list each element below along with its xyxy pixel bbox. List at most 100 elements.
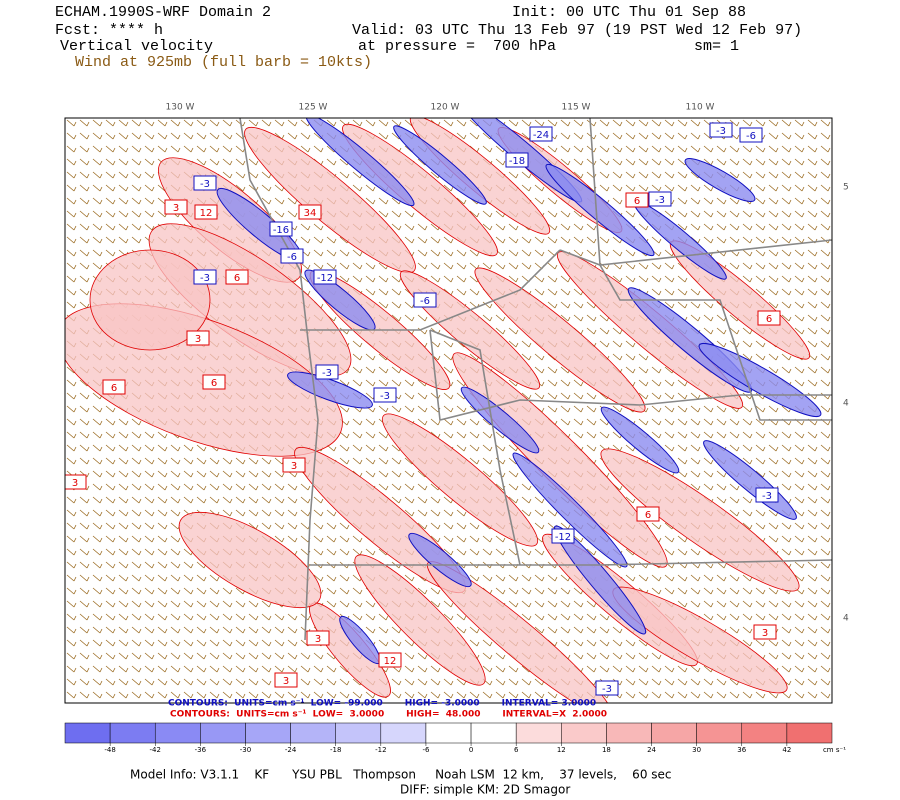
latitude-label: 5	[843, 183, 849, 193]
label-box	[65, 474, 87, 490]
contour-label: -3	[648, 191, 672, 207]
contour-label: -3	[193, 269, 217, 285]
state-border	[300, 249, 561, 331]
label-value: -12	[317, 273, 333, 284]
contour-label: -18	[505, 152, 529, 168]
label-value: 3	[315, 634, 321, 645]
colorbar-tick-label: -36	[195, 746, 207, 754]
contour-label: 34	[298, 204, 322, 220]
label-value: 6	[211, 378, 217, 389]
map: -3 12 3 34 -16 -6 -3 6 -12 3 6 6 -3 -3 3 3 -24 -18 6 -3 -3 -6…	[65, 118, 832, 703]
label-value: 3	[762, 628, 768, 639]
colorbar-segment	[561, 722, 607, 744]
positive-area	[354, 554, 486, 686]
colorbar-segment	[200, 722, 246, 744]
colorbar-segment	[64, 722, 111, 744]
label-value: -12	[555, 532, 571, 543]
contour-fields	[65, 118, 822, 703]
longitude-label: 130 W	[166, 103, 195, 113]
coastline	[239, 118, 319, 641]
field-name: Vertical velocity	[60, 38, 213, 55]
contour-label: 12	[378, 652, 402, 668]
colorbar-segment	[696, 722, 743, 744]
positive-area	[600, 448, 800, 592]
positive-area	[474, 267, 646, 413]
longitude-label: 115 W	[562, 103, 591, 113]
pressure-level: at pressure = 700 hPa	[358, 38, 556, 55]
label-value: -24	[533, 130, 549, 141]
contour-labels: -3 12 3 34 -16 -6 -3 6 -12 3 6 6 -3 -3 3 3 -24 -18 6 -3 -3 -6…	[65, 122, 781, 696]
colorbar-tick-label: -24	[285, 746, 297, 754]
colorbar-tick-label: 12	[557, 746, 566, 754]
colorbar-tick-label: 0	[469, 746, 473, 754]
colorbar-units: cm s⁻¹	[823, 746, 846, 754]
label-value: 12	[200, 208, 213, 219]
label-box	[739, 127, 763, 143]
label-box	[306, 630, 330, 646]
contour-label: 3	[753, 624, 777, 640]
colorbar-tick-label: -12	[375, 746, 386, 754]
latitude-label: 4	[843, 399, 849, 409]
label-box	[636, 506, 660, 522]
negative-area	[393, 125, 487, 205]
label-box	[274, 672, 298, 688]
boundaries	[239, 118, 832, 641]
contour-label: -6	[413, 292, 437, 308]
contour-label: -3	[315, 364, 339, 380]
state-border	[310, 559, 832, 566]
label-box	[757, 310, 781, 326]
label-value: -6	[287, 252, 297, 263]
label-box	[648, 191, 672, 207]
label-box	[551, 528, 575, 544]
colorbar-segment	[741, 722, 788, 744]
contour-label: 3	[164, 199, 188, 215]
diff-info: DIFF: simple KM: 2D Smagor	[400, 783, 570, 797]
label-value: -16	[273, 225, 289, 236]
longitude-label: 125 W	[299, 103, 328, 113]
label-box	[225, 269, 249, 285]
contour-label: 3	[186, 330, 210, 346]
wind-note: Wind at 925mb (full barb = 10kts)	[75, 54, 372, 71]
positive-area	[89, 249, 211, 351]
label-value: 6	[234, 273, 240, 284]
colorbar-segment	[109, 722, 156, 744]
colorbar-segment	[335, 722, 382, 744]
contour-label: -3	[595, 680, 619, 696]
colorbar-segment	[786, 722, 833, 744]
positive-area	[426, 561, 614, 703]
colorbar-tick-label: 24	[647, 746, 656, 754]
label-value: 3	[173, 203, 179, 214]
label-value: -3	[380, 391, 390, 402]
contour-label: -12	[551, 528, 575, 544]
label-value: 3	[283, 676, 289, 687]
colorbar-tick-label: 36	[737, 746, 746, 754]
label-value: 34	[304, 208, 317, 219]
negative-area	[304, 269, 376, 331]
colorbar-tick-label: 42	[782, 746, 791, 754]
negative-area	[460, 386, 540, 454]
label-value: -3	[322, 368, 332, 379]
label-box	[164, 199, 188, 215]
label-box	[529, 126, 553, 142]
contour-label: 6	[636, 506, 660, 522]
colorbar-segment	[425, 722, 472, 744]
colorbar-tick-label: -18	[330, 746, 341, 754]
label-value: -6	[420, 296, 430, 307]
label-value: -3	[602, 684, 612, 695]
negative-area	[287, 371, 373, 409]
label-value: -3	[200, 273, 210, 284]
colorbar-segment	[470, 722, 517, 744]
label-value: 12	[384, 656, 397, 667]
state-border	[589, 118, 832, 421]
colorbar-tick-label: -42	[150, 746, 161, 754]
colorbar-segment	[606, 722, 652, 744]
label-box	[193, 269, 217, 285]
colorbar-segment	[515, 722, 562, 744]
negative-area	[545, 163, 655, 257]
contour-label: 6	[202, 374, 226, 390]
label-value: -3	[716, 126, 726, 137]
positive-contour-info: CONTOURS: UNITS=cm s⁻¹ LOW= 3.0000 HIGH=…	[170, 710, 607, 720]
negative-area	[305, 118, 415, 207]
label-box	[413, 292, 437, 308]
